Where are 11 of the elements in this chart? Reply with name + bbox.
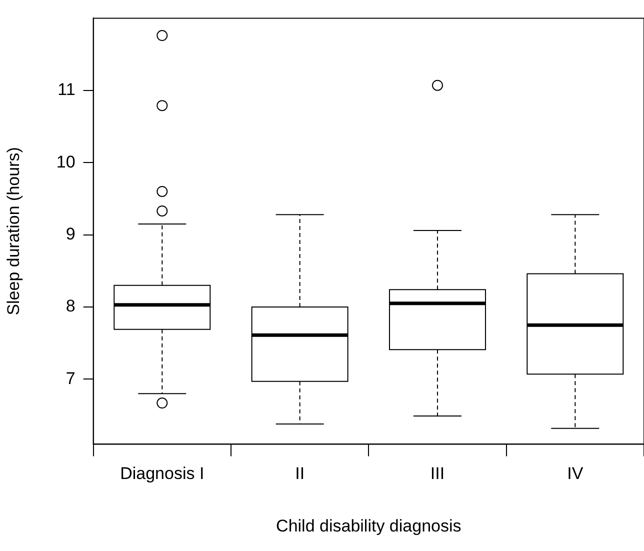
y-tick-label: 7 <box>66 368 76 388</box>
y-tick-label: 8 <box>66 296 76 316</box>
x-tick-label: Diagnosis I <box>120 464 204 484</box>
y-axis-title: Sleep duration (hours) <box>4 147 23 316</box>
x-tick-label: IV <box>567 464 584 484</box>
x-axis-title: Child disability diagnosis <box>276 516 462 536</box>
x-tick-label: III <box>430 464 445 484</box>
x-tick-label: II <box>295 464 305 484</box>
y-tick-label: 11 <box>58 80 76 100</box>
y-tick-label: 10 <box>56 152 76 172</box>
y-tick-label: 9 <box>66 224 76 244</box>
